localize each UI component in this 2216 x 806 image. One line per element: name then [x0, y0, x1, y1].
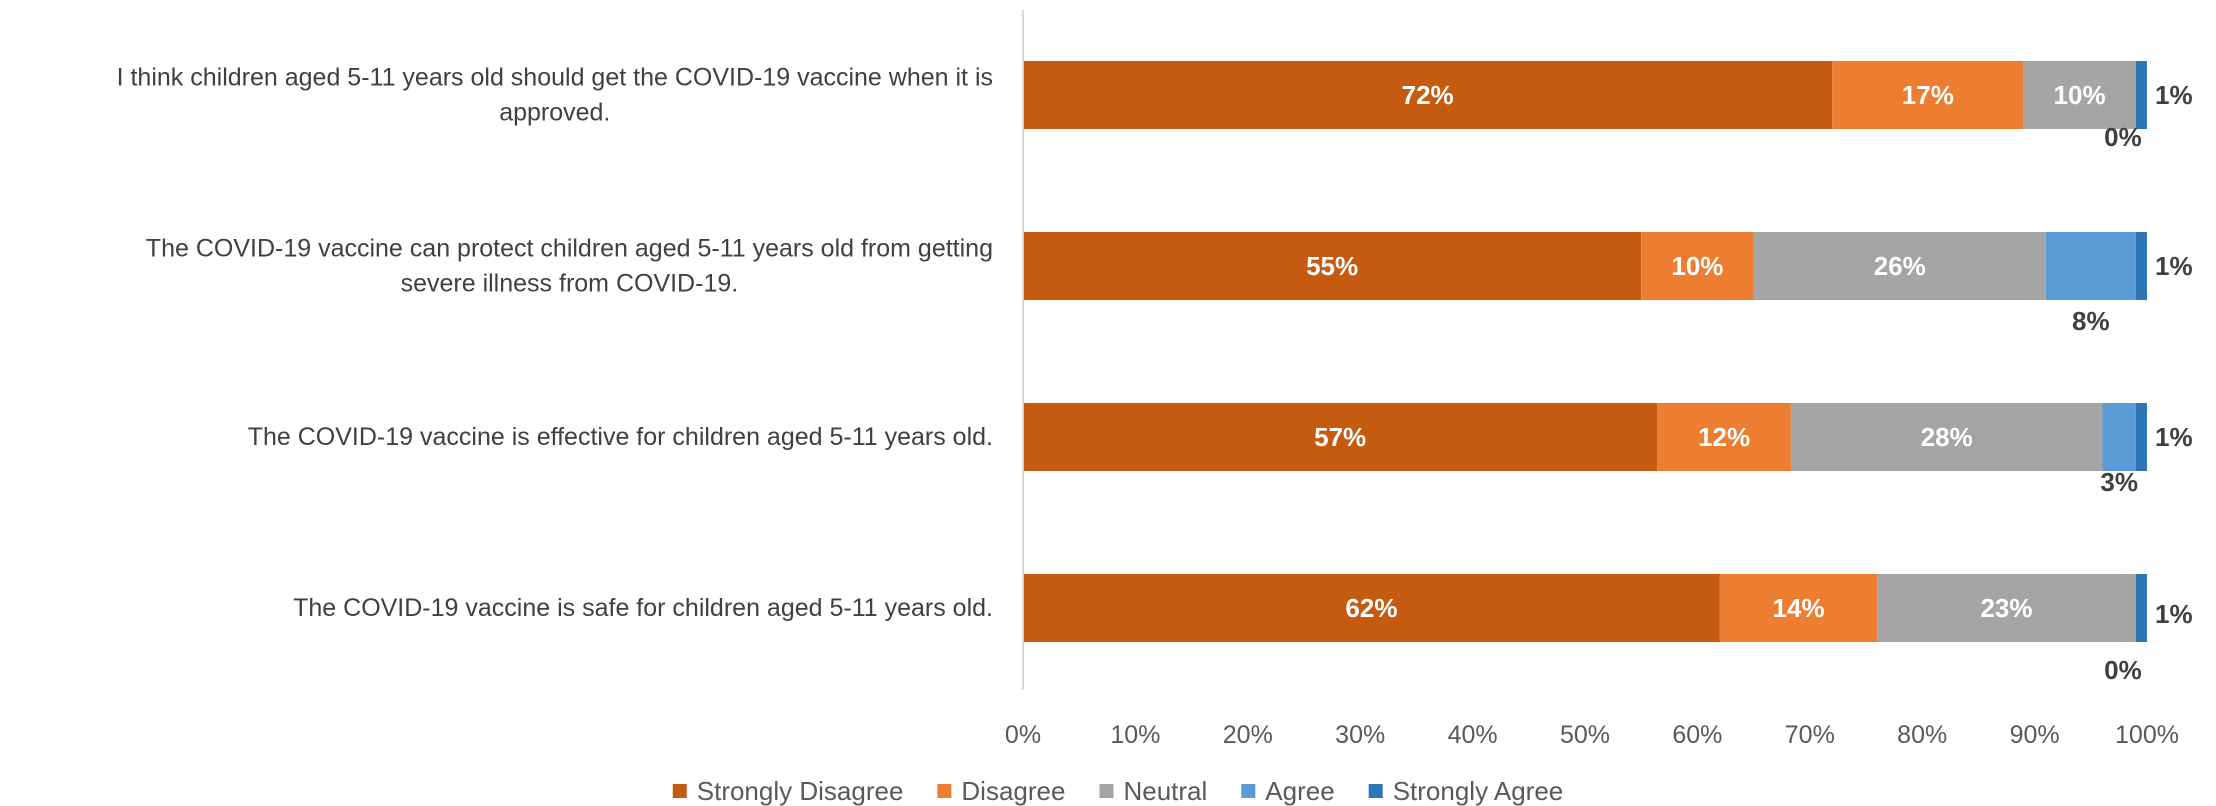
- bar-segment-agree: [2045, 232, 2136, 300]
- legend-swatch: [1099, 784, 1114, 798]
- legend-label: Neutral: [1123, 776, 1207, 806]
- bar-segment-agree: [2102, 403, 2136, 471]
- data-label: 0%: [2104, 655, 2142, 685]
- x-tick-label: 50%: [1560, 721, 1610, 749]
- data-label: 1%: [2155, 599, 2193, 629]
- data-label: 72%: [1402, 80, 1454, 110]
- x-tick-label: 90%: [2010, 721, 2060, 749]
- bar-segment-neutral: [2023, 61, 2136, 129]
- legend: Strongly Disagree Disagree Neutral Agree Str…: [672, 776, 1564, 806]
- bar-segment-strongly-disagree: [1023, 403, 1658, 471]
- x-tick-label: 10%: [1110, 721, 1160, 749]
- legend-label: Strongly Disagree: [697, 776, 904, 806]
- x-tick-label: 80%: [1897, 721, 1947, 749]
- x-tick-label: 0%: [1005, 721, 1041, 749]
- bar-segment-strongly-agree: [2135, 574, 2147, 642]
- bar-segment-strongly-disagree: [1023, 232, 1642, 300]
- legend-swatch: [1368, 784, 1383, 798]
- data-label: 8%: [2072, 306, 2110, 336]
- legend-label: Disagree: [961, 776, 1065, 806]
- x-tick-label: 70%: [1785, 721, 1835, 749]
- bar-segment-strongly-agree: [2135, 403, 2147, 471]
- legend-swatch: [672, 784, 687, 798]
- bar-segment-strongly-agree: [2135, 61, 2147, 129]
- data-label: 12%: [1698, 422, 1750, 452]
- bar-segment-disagree: [1832, 61, 2024, 129]
- category-label-line: The COVID-19 vaccine can protect childre…: [146, 235, 993, 263]
- data-label: 1%: [2155, 422, 2193, 452]
- category-label-line: severe illness from COVID-19.: [401, 270, 739, 298]
- category-label-line: The COVID-19 vaccine is safe for childre…: [293, 594, 993, 622]
- data-label: 62%: [1345, 593, 1397, 623]
- x-tick-label: 40%: [1448, 721, 1498, 749]
- category-label-line: I think children aged 5-11 years old sho…: [117, 64, 993, 92]
- category-label: I think children aged 5-11 years old sho…: [117, 64, 993, 127]
- bar-segment-neutral: [1877, 574, 2136, 642]
- category-label-line: approved.: [499, 99, 610, 127]
- bar-segment-strongly-agree: [2135, 232, 2147, 300]
- category-label: The COVID-19 vaccine is safe for childre…: [293, 594, 993, 622]
- bar-segment-disagree: [1641, 232, 1754, 300]
- legend-swatch: [937, 784, 952, 798]
- data-labels-group: 72% 17% 10% 0% 1% 55% 10% 26% 8% 1% 57% 12% 28% 3% 1% 6…: [1306, 80, 2193, 685]
- data-label: 17%: [1902, 80, 1954, 110]
- data-label: 3%: [2100, 467, 2138, 497]
- data-label: 14%: [1773, 593, 1825, 623]
- data-label: 28%: [1921, 422, 1973, 452]
- data-label: 10%: [1671, 251, 1723, 281]
- x-tick-label: 20%: [1223, 721, 1273, 749]
- legend-label: Strongly Agree: [1393, 776, 1564, 806]
- data-label: 55%: [1306, 251, 1358, 281]
- category-labels-group: I think children aged 5-11 years old sho…: [117, 64, 993, 623]
- bar-segment-strongly-disagree: [1023, 61, 1833, 129]
- bar-segment-neutral: [1753, 232, 2046, 300]
- data-label: 23%: [1980, 593, 2032, 623]
- x-tick-label: 60%: [1672, 721, 1722, 749]
- data-label: 57%: [1314, 422, 1366, 452]
- category-label-line: The COVID-19 vaccine is effective for ch…: [248, 423, 993, 451]
- legend-label: Agree: [1265, 776, 1334, 806]
- x-axis-ticks-group: 0% 10% 20% 30% 40% 50% 60% 70% 80% 90% 100%: [1005, 721, 2179, 749]
- data-label: 1%: [2155, 80, 2193, 110]
- category-label: The COVID-19 vaccine can protect childre…: [146, 235, 993, 298]
- data-label: 0%: [2104, 122, 2142, 152]
- x-tick-label: 100%: [2115, 721, 2179, 749]
- x-tick-label: 30%: [1335, 721, 1385, 749]
- category-label: The COVID-19 vaccine is effective for ch…: [248, 423, 993, 451]
- data-label: 26%: [1874, 251, 1926, 281]
- bar-segment-disagree: [1657, 403, 1791, 471]
- data-label: 1%: [2155, 251, 2193, 281]
- bar-segment-disagree: [1719, 574, 1878, 642]
- bars-group: [1023, 61, 2147, 642]
- bar-segment-neutral: [1790, 403, 2103, 471]
- legend-swatch: [1241, 784, 1256, 798]
- data-label: 10%: [2054, 80, 2106, 110]
- bar-segment-strongly-disagree: [1023, 574, 1720, 642]
